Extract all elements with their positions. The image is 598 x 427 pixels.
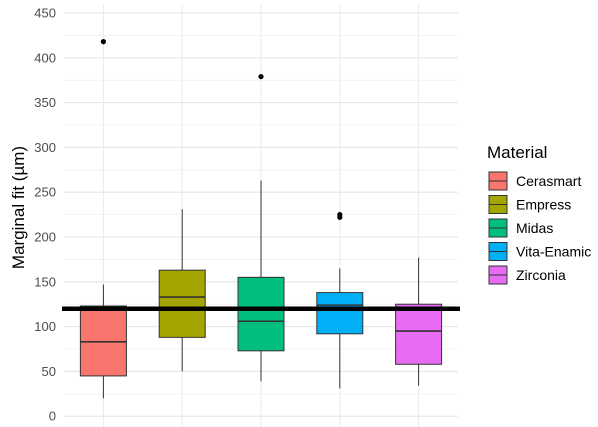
legend-title: Material	[487, 143, 547, 162]
y-tick-label: 50	[42, 364, 56, 379]
boxes	[79, 39, 443, 399]
legend-label: Vita-Enamic	[516, 244, 591, 260]
outlier-point	[100, 39, 106, 45]
legend-item-empress: Empress	[488, 195, 571, 214]
y-tick-label: 250	[34, 185, 56, 200]
y-tick-label: 150	[34, 274, 56, 289]
box-zirconia	[395, 257, 443, 386]
box-empress	[158, 209, 206, 372]
outlier-point	[337, 212, 343, 218]
y-tick-label: 400	[34, 50, 56, 65]
legend-item-midas: Midas	[488, 218, 553, 238]
legend: Material Cerasmart Empress Midas Vita-Enami…	[487, 143, 591, 285]
y-tick-label: 450	[34, 5, 56, 20]
box-iqr	[79, 305, 127, 377]
y-tick-label: 0	[49, 409, 56, 424]
y-tick-label: 200	[34, 230, 56, 245]
box-midas	[237, 73, 285, 382]
y-axis: 0 50 100 150 200 250 300 350 400 450	[34, 5, 56, 423]
legend-label: Cerasmart	[516, 173, 581, 189]
legend-label: Zirconia	[516, 267, 566, 283]
legend-item-cerasmart: Cerasmart	[488, 171, 581, 191]
box-vita-enamic	[316, 212, 364, 389]
y-tick-label: 100	[34, 319, 56, 334]
legend-label: Empress	[516, 197, 571, 213]
box-iqr	[237, 276, 285, 352]
y-axis-title: Marginal fit (µm)	[9, 146, 28, 269]
box-iqr	[158, 269, 206, 338]
box-iqr	[316, 292, 364, 335]
legend-item-vita-enamic: Vita-Enamic	[488, 242, 591, 261]
box-cerasmart	[79, 39, 127, 399]
legend-label: Midas	[516, 220, 553, 236]
box-iqr	[395, 303, 443, 365]
outlier-point	[258, 73, 264, 80]
y-tick-label: 300	[34, 140, 56, 155]
legend-item-zirconia: Zirconia	[488, 265, 566, 285]
y-tick-label: 350	[34, 95, 56, 110]
